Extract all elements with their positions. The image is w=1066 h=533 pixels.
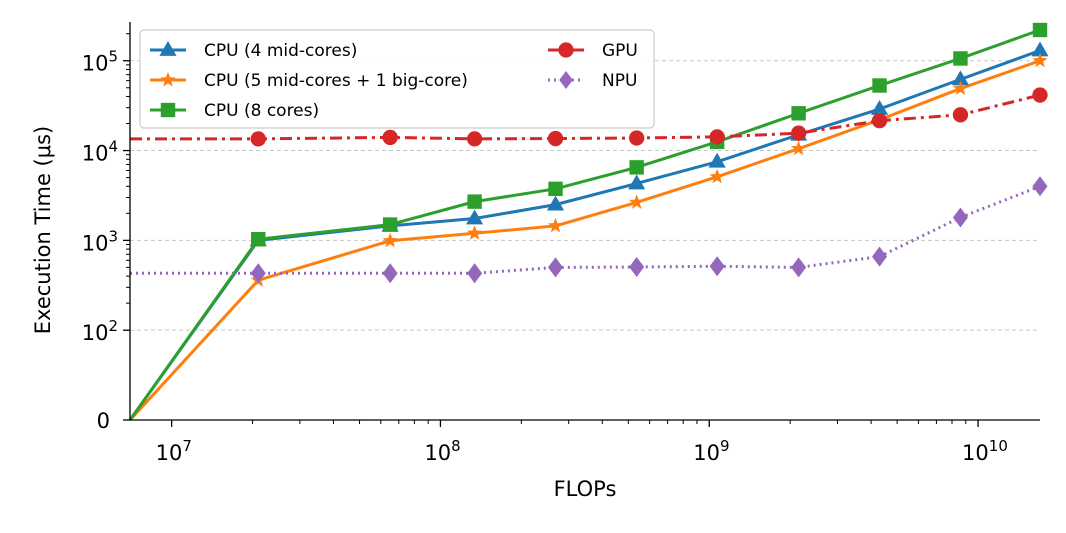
- data-point: [467, 225, 483, 240]
- legend-frame: [139, 29, 655, 129]
- data-point: [250, 263, 266, 284]
- y-tick-label: 105: [82, 48, 118, 76]
- data-point: [709, 168, 725, 184]
- legend-marker: [160, 72, 176, 87]
- data-point: [709, 129, 725, 145]
- data-point: [382, 129, 398, 146]
- data-point: [629, 257, 645, 278]
- legend-marker: [558, 42, 574, 58]
- data-point: [629, 130, 645, 146]
- data-point: [1032, 22, 1048, 38]
- data-point: [871, 113, 888, 129]
- legend: CPU (4 mid-cores) CPU (5 mid-cores + 1 bi…: [139, 29, 655, 129]
- x-tick-label: 109: [693, 437, 729, 465]
- data-point: [791, 106, 806, 121]
- data-point: [951, 70, 969, 86]
- x-tick-label: 1010: [962, 437, 1008, 465]
- data-point: [952, 207, 968, 228]
- legend-label: GPU: [602, 41, 638, 61]
- data-point: [952, 107, 969, 123]
- data-point: [628, 174, 646, 190]
- y-axis-ticks: 0 102 103 104 105: [82, 33, 130, 433]
- data-point: [1032, 52, 1048, 68]
- data-point: [872, 78, 887, 93]
- data-point: [467, 194, 482, 209]
- data-point: [1032, 87, 1048, 103]
- data-point: [709, 256, 725, 277]
- legend-label: NPU: [602, 71, 637, 91]
- legend-marker: [559, 71, 573, 89]
- data-point: [250, 131, 266, 147]
- data-point: [791, 257, 807, 278]
- legend-label: CPU (8 cores): [204, 101, 319, 121]
- data-point: [382, 232, 398, 248]
- data-point: [548, 257, 564, 278]
- data-point: [1031, 41, 1049, 57]
- x-tick-label: 108: [424, 437, 460, 465]
- series-markers: [249, 22, 1049, 287]
- data-point: [382, 217, 398, 232]
- legend-label: CPU (5 mid-cores + 1 big-core): [204, 71, 468, 91]
- legend-marker: [160, 102, 176, 118]
- data-point: [547, 217, 564, 233]
- data-point: [708, 152, 726, 168]
- data-point: [382, 263, 398, 284]
- data-point: [251, 232, 266, 247]
- data-point: [548, 181, 563, 197]
- data-point: [629, 160, 644, 175]
- data-point: [953, 51, 968, 66]
- y-tick-label: 104: [82, 138, 118, 166]
- data-point: [629, 194, 645, 209]
- data-point: [466, 131, 483, 147]
- data-point: [791, 140, 807, 156]
- data-point: [547, 130, 564, 147]
- data-point: [466, 209, 484, 225]
- y-tick-label: 102: [82, 317, 118, 345]
- legend-label: CPU (4 mid-cores): [204, 41, 357, 61]
- x-tick-label: 107: [156, 437, 192, 465]
- legend-marker: [159, 41, 177, 56]
- y-axis-label: Execution Time (μs): [31, 126, 55, 334]
- data-point: [790, 125, 807, 141]
- axes: [129, 22, 1040, 421]
- data-point: [952, 80, 969, 96]
- y-tick-label: 103: [82, 227, 118, 255]
- data-point: [1032, 176, 1048, 197]
- data-point: [872, 246, 888, 267]
- series-line-4: [130, 184, 1041, 275]
- data-point: [467, 263, 483, 284]
- data-point: [870, 100, 889, 115]
- data-point: [546, 195, 565, 211]
- y-tick-label: 0: [97, 409, 110, 433]
- x-axis-ticks: 107 108 109 1010: [156, 420, 1008, 465]
- x-axis-label: FLOPs: [554, 477, 617, 501]
